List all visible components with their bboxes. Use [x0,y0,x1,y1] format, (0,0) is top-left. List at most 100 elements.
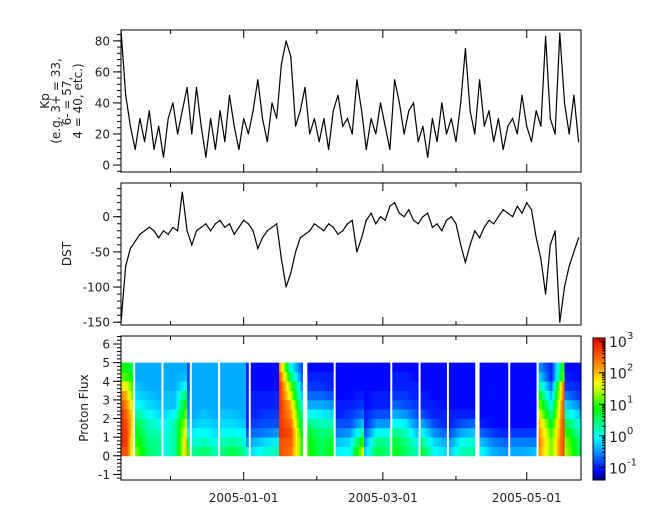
heatmap-cell [325,409,328,419]
colorbar-swatch [593,475,605,477]
heatmap-cell [496,427,499,438]
heatmap-cell [520,371,523,382]
heatmap-cell [226,446,229,457]
kp-point [554,133,556,135]
heatmap-cell [544,446,547,457]
heatmap-cell [566,418,569,429]
heatmap-cell [435,427,438,438]
heatmap-cell [398,399,401,410]
heatmap-cell [224,381,227,391]
heatmap-cell [316,409,319,419]
heatmap-cell [221,362,224,373]
heatmap-cell [196,409,199,419]
heatmap-cell [501,399,504,410]
heatmap-cell [211,446,214,457]
heatmap-cell [265,390,268,401]
heatmap-cell [265,427,268,438]
heatmap-cell [362,446,365,457]
heatmap-cell [211,381,214,391]
heatmap-cell [555,437,558,447]
heatmap-cell [331,399,334,410]
heatmap-cell [549,399,552,410]
dst-point [332,226,334,228]
y-tick-label: 5 [102,356,110,370]
heatmap-cell [353,371,357,382]
heatmap-cell [465,446,468,457]
heatmap-cell [288,371,291,382]
heatmap-cell [299,371,302,382]
heatmap-cell [255,381,258,391]
heatmap-cell [298,399,301,410]
heatmap-cell [232,362,235,373]
heatmap-cell [147,427,150,438]
heatmap-cell [453,437,456,447]
heatmap-cell [232,437,235,447]
heatmap-cell [395,390,398,401]
heatmap-cell [348,446,352,457]
heatmap-cell [513,418,516,429]
heatmap-cell [481,390,484,401]
heatmap-cell [530,399,532,410]
heatmap-cell [255,362,258,373]
heatmap-cell [573,409,576,419]
heatmap-cell [357,446,360,457]
dst-point [271,226,273,228]
heatmap-cell [531,371,534,382]
heatmap-cell [376,409,379,419]
heatmap-cell [150,390,153,401]
heatmap-cell [319,437,322,447]
kp-axis-label: 6- = 57, [60,77,74,126]
heatmap-cell [412,390,415,401]
heatmap-cell [522,371,525,382]
heatmap-cell [491,418,494,429]
heatmap-cell [355,409,358,419]
heatmap-cell [205,362,208,373]
heatmap-cell [516,381,519,391]
heatmap-cell [227,427,230,438]
heatmap-cell [566,446,569,457]
heatmap-cell [382,418,385,429]
heatmap-cell [318,371,320,382]
heatmap-cell [502,409,505,419]
heatmap-cell [316,427,319,438]
heatmap-cell [187,371,190,382]
colorbar-swatch [593,432,605,434]
heatmap-cell [487,362,490,373]
heatmap-cell [295,371,298,382]
heatmap-cell [435,446,438,457]
heatmap-cell [402,446,405,457]
heatmap-cell [353,362,357,373]
heatmap-cell [132,390,134,401]
heatmap-cell [494,362,497,373]
dst-point [290,272,292,274]
heatmap-cell [121,362,123,373]
heatmap-cell [348,409,352,419]
heatmap-cell [362,362,365,373]
heatmap-cell [279,446,281,457]
heatmap-cell [214,390,217,401]
heatmap-cell [347,390,350,401]
heatmap-cell [392,390,395,401]
heatmap-cell [265,399,268,410]
heatmap-cell [274,381,277,391]
heatmap-cell [181,362,184,373]
heatmap-cell [214,371,217,382]
heatmap-cell [428,371,431,382]
heatmap-cell [429,390,432,401]
heatmap-cell [319,362,322,373]
heatmap-cell [325,418,328,429]
heatmap-cell [514,437,517,447]
heatmap-cell [126,362,128,373]
heatmap-cell [426,399,429,410]
heatmap-cell [210,418,213,429]
heatmap-cell [283,437,285,447]
heatmap-cell [487,381,490,391]
heatmap-cell [470,399,473,410]
heatmap-cell [571,371,575,382]
heatmap-cell [340,381,343,391]
heatmap-cell [559,381,562,391]
heatmap-cell [517,381,520,391]
heatmap-cell [504,399,507,410]
heatmap-cell [451,446,454,457]
heatmap-cell [144,390,147,401]
